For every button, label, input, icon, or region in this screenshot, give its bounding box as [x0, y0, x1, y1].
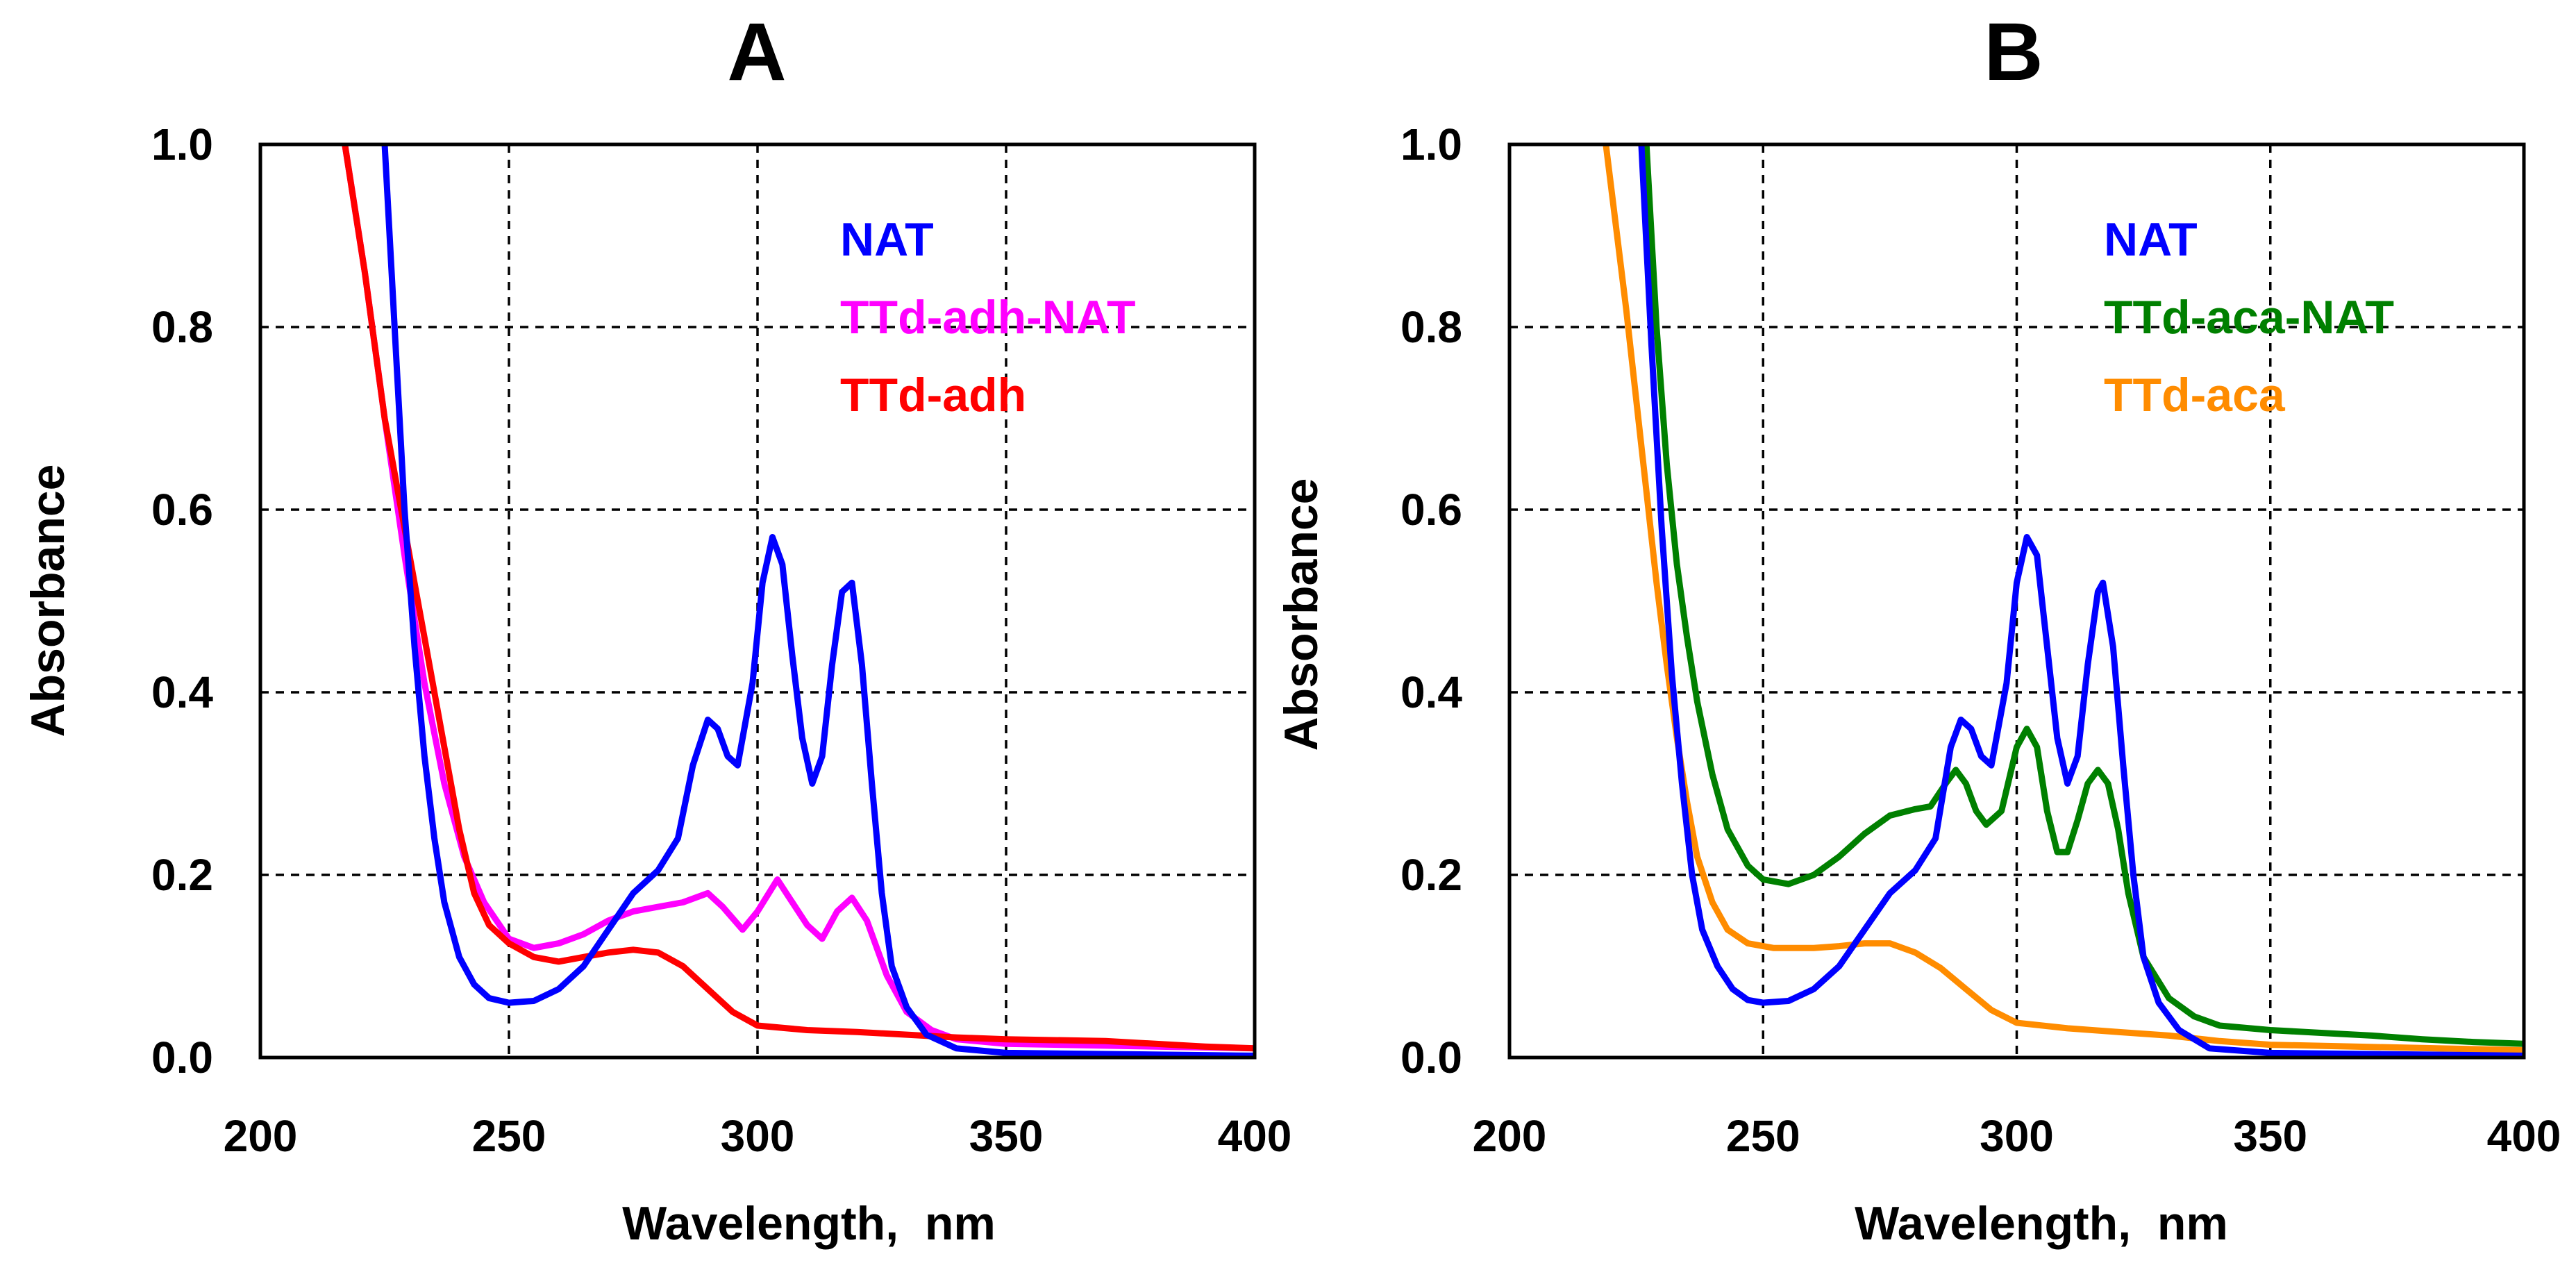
series-line-ttd-aca-nat	[1643, 144, 2524, 1047]
panel-a-y-tick-label: 0.8	[151, 302, 213, 352]
panel-a-y-tick-label: 0.6	[151, 485, 213, 535]
panel-b-legend: NAT TTd-aca-NAT TTd-aca	[2104, 213, 2394, 421]
panel-a-grid	[260, 144, 1255, 1058]
panel-b-x-ticks: 200 250 300 350 400	[1473, 1111, 2561, 1161]
panel-b-y-tick-label: 1.0	[1400, 119, 1462, 169]
panel-b-y-tick-label: 0.8	[1400, 302, 1462, 352]
panel-b-x-tick-label: 300	[1980, 1111, 2054, 1161]
panel-b-grid	[1509, 144, 2524, 1058]
panel-b-x-axis-label: Wavelength, nm	[1855, 1197, 2228, 1250]
panel-a-legend: NAT TTd-adh-NAT TTd-adh	[840, 213, 1136, 421]
legend-entry-ttd-adh-nat: TTd-adh-NAT	[840, 291, 1136, 344]
legend-entry-ttd-aca-nat: TTd-aca-NAT	[2104, 291, 2394, 344]
panel-b-frame	[1507, 142, 2526, 1060]
panel-a-x-tick-label: 350	[969, 1111, 1044, 1161]
panel-b-x-tick-label: 200	[1473, 1111, 1547, 1161]
panel-b-y-tick-label: 0.4	[1400, 667, 1462, 717]
panel-b-x-tick-label: 250	[1726, 1111, 1800, 1161]
panel-a-y-tick-label: 1.0	[151, 119, 213, 169]
panel-a-title: A	[727, 6, 786, 98]
panel-b-y-tick-label: 0.0	[1400, 1033, 1462, 1083]
panel-a-x-axis-label: Wavelength, nm	[622, 1197, 996, 1250]
panel-a-series	[342, 144, 1255, 1058]
panel-a-y-tick-label: 0.2	[151, 850, 213, 900]
panel-b-y-ticks: 0.0 0.2 0.4 0.6 0.8 1.0	[1400, 119, 1462, 1083]
panel-b-y-tick-label: 0.2	[1400, 850, 1462, 900]
panel-a-y-tick-label: 0.4	[151, 667, 213, 717]
panel-b-x-tick-label: 400	[2487, 1111, 2561, 1161]
panel-a-y-ticks: 0.0 0.2 0.4 0.6 0.8 1.0	[151, 119, 213, 1083]
panel-a-x-tick-label: 300	[721, 1111, 795, 1161]
legend-entry-nat: NAT	[2104, 213, 2198, 266]
panel-a-x-tick-label: 400	[1218, 1111, 1292, 1161]
panel-b-title: B	[1984, 6, 2043, 98]
panel-a-x-tick-label: 250	[472, 1111, 546, 1161]
legend-entry-nat: NAT	[840, 213, 934, 266]
legend-entry-ttd-adh: TTd-adh	[840, 369, 1026, 421]
panel-b-y-axis-label: Absorbance	[1275, 478, 1328, 751]
panel-a-y-axis-label: Absorbance	[22, 465, 74, 737]
series-line-nat	[1638, 144, 2524, 1058]
panel-a-x-ticks: 200 250 300 350 400	[224, 1111, 1292, 1161]
series-line-ttd-adh-nat	[342, 144, 1255, 1052]
series-line-ttd-aca	[1603, 144, 2524, 1053]
panel-a: A 200 250 300 350 400 0.0 0.2 0.4 0.6 0.8 1.0 Wav…	[22, 6, 1291, 1250]
panel-b-y-tick-label: 0.6	[1400, 485, 1462, 535]
panel-b-series	[1603, 144, 2524, 1058]
panel-a-frame	[258, 142, 1257, 1060]
series-line-nat	[381, 144, 1255, 1058]
panel-b: B 200 250 300 350 400 0.0 0.2 0.4 0.6 0.8 1.0 Wav…	[1275, 6, 2561, 1250]
panel-a-x-tick-label: 200	[224, 1111, 298, 1161]
panel-b-x-tick-label: 350	[2233, 1111, 2307, 1161]
panel-a-y-tick-label: 0.0	[151, 1033, 213, 1083]
legend-entry-ttd-aca: TTd-aca	[2104, 369, 2286, 421]
